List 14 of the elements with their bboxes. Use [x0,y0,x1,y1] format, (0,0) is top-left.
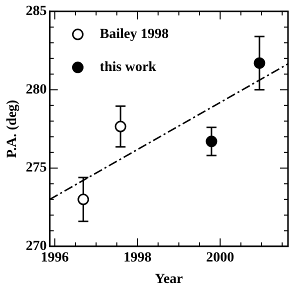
y-tick-label: 280 [26,82,47,98]
y-tick-label: 285 [26,4,47,20]
x-tick-label: 1996 [40,250,69,266]
x-tick-label: 2000 [206,250,234,266]
x-axis-title: Year [154,272,183,288]
y-axis-title: P.A. (deg) [5,99,20,158]
legend-label: this work [100,60,156,76]
point [114,120,126,132]
point [254,57,266,69]
y-tick-label: 275 [26,160,47,176]
point [78,194,90,206]
legend-label: Bailey 1998 [100,27,169,42]
x-tick-label: 1998 [123,250,152,266]
point [206,136,218,148]
